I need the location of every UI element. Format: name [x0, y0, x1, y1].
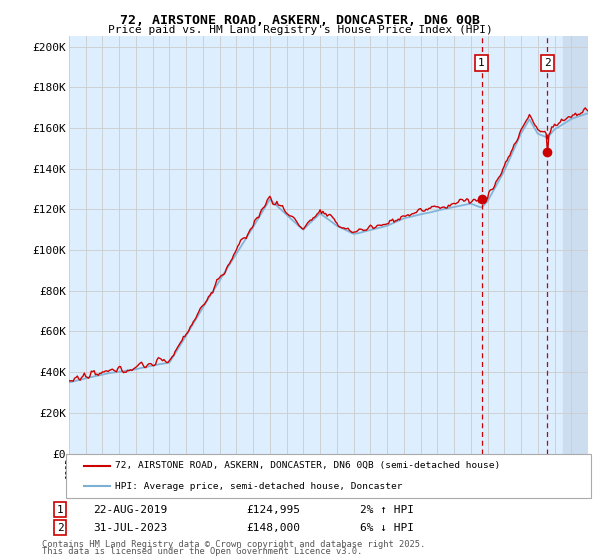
Text: 72, AIRSTONE ROAD, ASKERN, DONCASTER, DN6 0QB: 72, AIRSTONE ROAD, ASKERN, DONCASTER, DN… [120, 14, 480, 27]
Text: 2: 2 [544, 58, 551, 68]
Text: 22-AUG-2019: 22-AUG-2019 [93, 505, 167, 515]
Text: This data is licensed under the Open Government Licence v3.0.: This data is licensed under the Open Gov… [42, 548, 362, 557]
Bar [563, 36, 600, 454]
Text: 2% ↑ HPI: 2% ↑ HPI [360, 505, 414, 515]
Text: HPI: Average price, semi-detached house, Doncaster: HPI: Average price, semi-detached house,… [115, 482, 402, 491]
Text: Price paid vs. HM Land Registry's House Price Index (HPI): Price paid vs. HM Land Registry's House … [107, 25, 493, 35]
Text: 6% ↓ HPI: 6% ↓ HPI [360, 522, 414, 533]
Text: £124,995: £124,995 [246, 505, 300, 515]
Text: 1: 1 [478, 58, 485, 68]
Text: £148,000: £148,000 [246, 522, 300, 533]
Text: 72, AIRSTONE ROAD, ASKERN, DONCASTER, DN6 0QB (semi-detached house): 72, AIRSTONE ROAD, ASKERN, DONCASTER, DN… [115, 461, 500, 470]
Text: 1: 1 [56, 505, 64, 515]
Text: 2: 2 [56, 522, 64, 533]
Text: Contains HM Land Registry data © Crown copyright and database right 2025.: Contains HM Land Registry data © Crown c… [42, 540, 425, 549]
Text: 31-JUL-2023: 31-JUL-2023 [93, 522, 167, 533]
